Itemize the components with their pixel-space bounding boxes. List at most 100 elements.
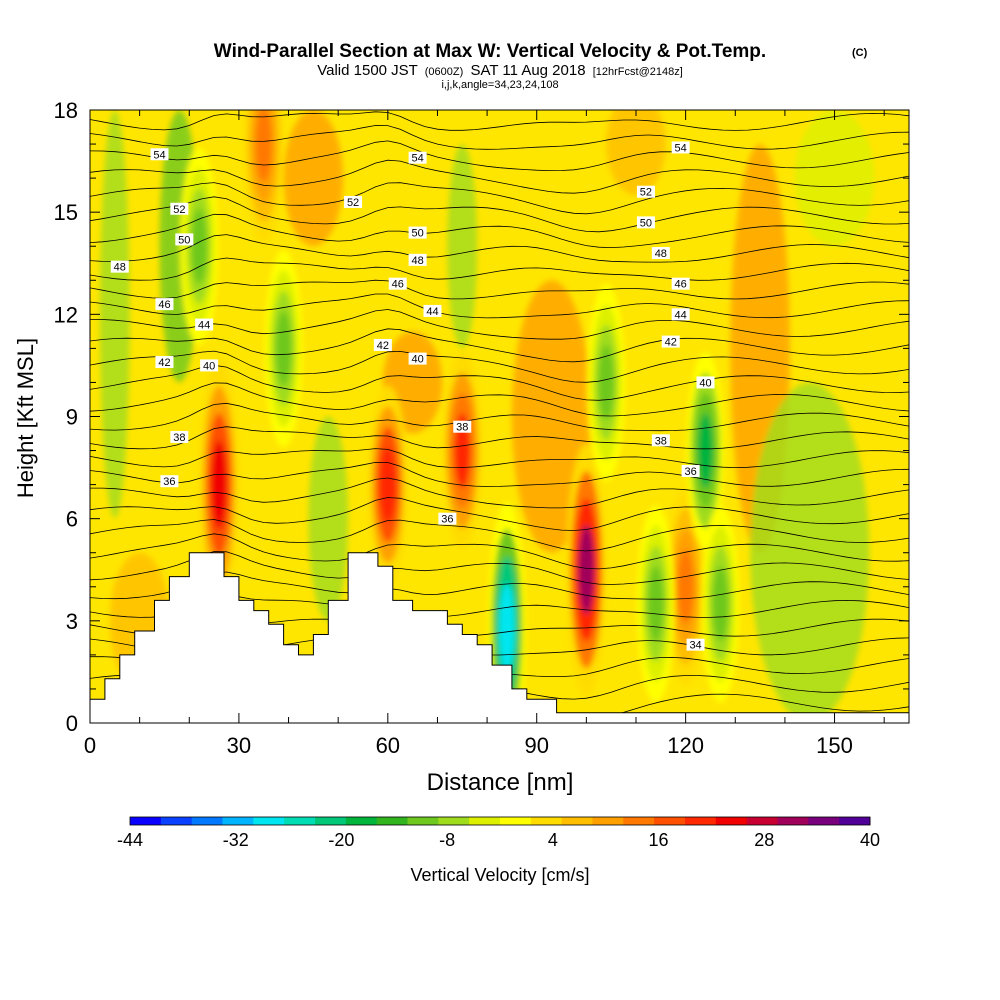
colorbar-swatch xyxy=(500,817,532,825)
theta-contour xyxy=(90,125,909,150)
subtitle-main-a: Valid 1500 JST xyxy=(317,62,417,79)
contour-label-text: 48 xyxy=(411,255,423,267)
y-axis-label: Height [Kft MSL] xyxy=(13,338,38,498)
colorbar-swatch xyxy=(685,817,717,825)
theta-contour xyxy=(90,234,909,263)
colorbar-swatch xyxy=(623,817,655,825)
colorbar-swatch xyxy=(808,817,840,825)
terrain xyxy=(90,552,909,723)
contour-label: 48 xyxy=(651,247,670,260)
contour-label-text: 38 xyxy=(456,422,468,434)
contour-label: 52 xyxy=(170,202,189,216)
theta-contour xyxy=(90,448,909,469)
colorbar-swatch xyxy=(746,817,778,825)
y-tick-label: 15 xyxy=(54,200,78,225)
x-axis: 0 30 60 90 120 150 xyxy=(84,110,885,758)
contour-label-text: 44 xyxy=(198,320,210,332)
theta-contour xyxy=(90,519,909,552)
contour-label-box xyxy=(408,226,427,239)
colorbar-swatch xyxy=(777,817,809,825)
velocity-streak xyxy=(750,382,870,723)
velocity-core xyxy=(379,447,396,523)
contour-label-text: 40 xyxy=(411,354,423,366)
colorbar-swatch xyxy=(654,817,686,825)
contour-label-text: 54 xyxy=(411,153,423,165)
contour-label: 42 xyxy=(661,335,680,349)
x-tick-label: 150 xyxy=(816,733,853,758)
theta-contour xyxy=(90,426,909,450)
theta-contours xyxy=(90,111,909,720)
theta-contour xyxy=(90,213,909,249)
contour-label-box xyxy=(175,233,194,246)
velocity-streak xyxy=(283,110,344,247)
contour-label: 44 xyxy=(671,308,690,321)
contour-label-box xyxy=(671,277,690,290)
x-tick-label: 90 xyxy=(524,733,548,758)
velocity-streak xyxy=(794,110,875,247)
contour-label-box xyxy=(651,434,670,447)
contour-label-text: 40 xyxy=(699,377,711,389)
velocity-core xyxy=(648,566,664,642)
theta-contour xyxy=(90,402,909,432)
contour-label: 40 xyxy=(200,359,219,372)
contour-label-text: 36 xyxy=(163,476,175,488)
contour-label-text: 54 xyxy=(153,149,165,161)
contour-label-text: 44 xyxy=(426,306,438,318)
colorbar-ticks: -44 -32 -20 -8 4 16 28 40 xyxy=(117,830,880,850)
contour-label: 48 xyxy=(408,253,427,267)
contour-label: 38 xyxy=(170,430,189,444)
chart-title: Wind-Parallel Section at Max W: Vertical… xyxy=(214,41,766,62)
colorbar-tick-label: -20 xyxy=(328,830,354,850)
contour-label: 54 xyxy=(671,141,690,154)
contour-label-text: 42 xyxy=(665,337,677,349)
contour-label-text: 36 xyxy=(441,514,453,526)
velocity-core xyxy=(697,413,714,488)
colorbar-tick-label: 40 xyxy=(860,830,880,850)
colorbar-swatch xyxy=(530,817,563,825)
theta-contour xyxy=(90,571,909,600)
plot-area: 54 54 54 52 52 52 50 50 50 48 48 48 46 46 46 44 44 44 42 42… xyxy=(90,110,909,723)
contour-label: 54 xyxy=(408,151,427,165)
contour-label: 52 xyxy=(344,195,363,209)
contour-label-box xyxy=(661,335,680,348)
contour-label-box xyxy=(408,253,427,266)
contour-label-text: 48 xyxy=(655,248,667,260)
chart-subtitle-indices: i,j,k,angle=34,23,24,108 xyxy=(441,79,558,91)
contour-label: 50 xyxy=(408,226,427,240)
contour-label-text: 54 xyxy=(675,142,687,154)
contour-label: 40 xyxy=(696,376,715,389)
contour-label: 38 xyxy=(453,420,472,434)
theta-contour xyxy=(90,309,909,340)
contour-label-box xyxy=(150,148,169,161)
contour-label-text: 42 xyxy=(158,357,170,369)
colorbar-swatch xyxy=(839,817,871,825)
contour-label: 46 xyxy=(388,277,407,291)
contour-label-box xyxy=(681,464,700,477)
contour-label-text: 44 xyxy=(675,309,687,321)
contour-label-text: 50 xyxy=(178,234,190,246)
contour-label: 50 xyxy=(636,216,655,229)
chart-subtitle: Valid 1500 JST (0600Z) SAT 11 Aug 2018 [… xyxy=(317,62,683,79)
theta-contour xyxy=(90,257,909,281)
contour-label: 54 xyxy=(150,148,169,161)
contour-label-box xyxy=(200,359,219,372)
contour-label-box xyxy=(155,298,174,311)
contour-label-box xyxy=(408,352,427,365)
colorbar-swatch xyxy=(376,817,408,825)
theta-contour xyxy=(90,461,909,487)
contour-label-box xyxy=(155,356,174,369)
contour-label-text: 36 xyxy=(684,466,696,478)
y-tick-label: 6 xyxy=(66,507,78,532)
contour-label-text: 42 xyxy=(377,340,389,352)
contour-label: 38 xyxy=(651,434,670,447)
theta-contour xyxy=(90,350,909,383)
y-tick-label: 18 xyxy=(54,98,78,123)
contour-label-box xyxy=(195,318,214,331)
contour-label-text: 46 xyxy=(392,279,404,291)
y-tick-label: 0 xyxy=(66,711,78,736)
colorbar-swatch xyxy=(407,817,439,825)
velocity-core xyxy=(211,440,227,529)
contour-label: 40 xyxy=(408,352,427,366)
velocity-core xyxy=(255,110,272,182)
